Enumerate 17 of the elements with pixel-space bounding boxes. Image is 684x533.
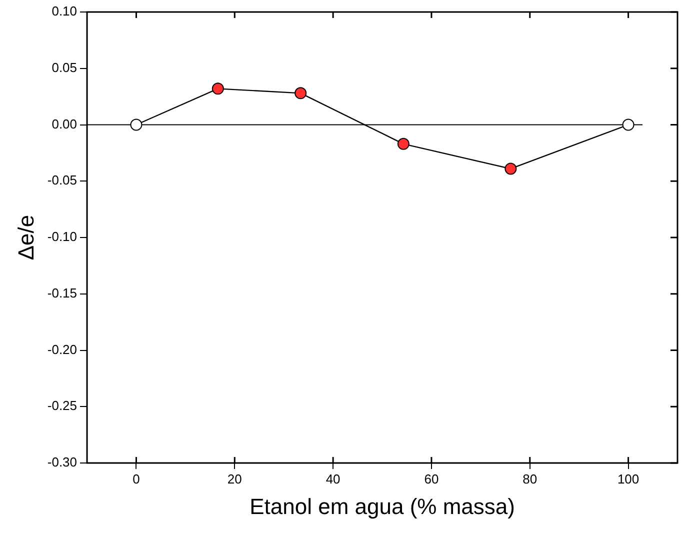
x-tick-label: 80 bbox=[522, 471, 538, 486]
y-tick-label: -0.15 bbox=[47, 285, 78, 300]
y-tick-label: 0.05 bbox=[52, 60, 78, 75]
x-tick-label: 60 bbox=[424, 471, 439, 486]
y-axis-title: Δe/e bbox=[13, 214, 38, 260]
y-tick-label: -0.10 bbox=[47, 229, 78, 244]
x-axis-title: Etanol em agua (% massa) bbox=[250, 494, 515, 519]
x-tick-label: 0 bbox=[132, 471, 140, 486]
x-tick-label: 40 bbox=[326, 471, 340, 486]
x-tick-label: 100 bbox=[617, 471, 640, 486]
y-tick-label: -0.05 bbox=[47, 172, 78, 188]
y-tick-label: 0.00 bbox=[52, 116, 78, 132]
y-tick-label: -0.20 bbox=[47, 342, 78, 357]
y-tick-label: 0.10 bbox=[52, 4, 78, 19]
y-tick-label: -0.25 bbox=[47, 398, 78, 414]
x-tick-label: 20 bbox=[227, 471, 242, 486]
y-tick-label: -0.30 bbox=[47, 454, 78, 470]
